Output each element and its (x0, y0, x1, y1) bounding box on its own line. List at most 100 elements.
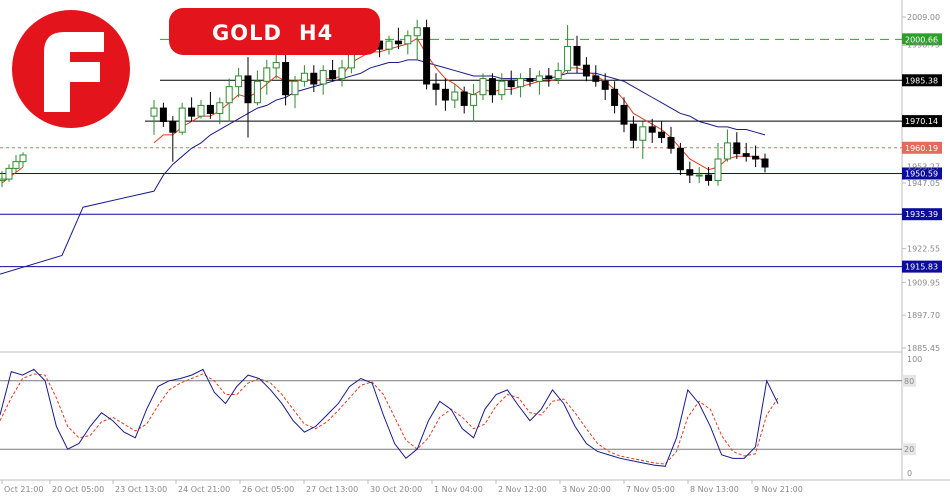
logo-letter-f (44, 32, 104, 112)
candle (733, 132, 741, 159)
candle-body (404, 35, 412, 45)
level-tag-1960.19 (902, 141, 942, 154)
candle (517, 73, 525, 98)
candle (12, 154, 20, 173)
date-tick-label: 8 Nov 13:00 (690, 485, 739, 494)
candle (705, 167, 713, 186)
candle (554, 62, 562, 84)
candle-body (441, 88, 449, 101)
candle (188, 97, 196, 122)
candle-body (263, 67, 271, 82)
candle-body (517, 78, 525, 88)
candle (564, 25, 572, 74)
candle-body (695, 174, 703, 177)
candle (648, 118, 656, 143)
candle-body (197, 104, 205, 117)
candle (592, 65, 600, 87)
stoch-d-line (0, 373, 779, 465)
candle (629, 116, 637, 149)
candle (225, 78, 233, 122)
candle (441, 78, 449, 111)
date-tick-label: 3 Nov 20:00 (562, 485, 611, 494)
price-tick-label: 1885.45 (907, 344, 940, 353)
candle (507, 70, 515, 95)
candle (282, 54, 290, 106)
stoch-level-tag (902, 374, 916, 387)
candle-body (432, 83, 440, 90)
candle (300, 65, 308, 87)
candle (206, 92, 214, 119)
candle (526, 67, 534, 87)
candle-body (169, 120, 177, 133)
slow-ma-line (0, 59, 766, 275)
date-tick-label: Oct 21:00 (4, 485, 43, 494)
candle-body (272, 62, 280, 69)
stoch-level-label: 20 (904, 445, 914, 454)
candle (244, 57, 252, 138)
candle-body (733, 142, 741, 155)
badge-symbol: GOLD (212, 21, 282, 45)
candle-body (470, 94, 478, 106)
level-tag-label: 1970.14 (905, 117, 938, 126)
candle (0, 171, 6, 188)
candle-body (253, 80, 261, 104)
candle (620, 97, 628, 133)
candle-body (385, 40, 393, 50)
candle-body (5, 167, 13, 180)
level-tag-label: 1960.19 (905, 144, 938, 153)
date-tick-label: 1 Nov 04:00 (434, 485, 483, 494)
date-tick-label: 30 Oct 20:00 (370, 485, 422, 494)
candle (460, 86, 468, 114)
candle-body (620, 104, 628, 125)
fast-ema-line (153, 37, 766, 171)
candle-body (723, 142, 731, 160)
candle (658, 121, 666, 143)
candle-body (244, 75, 252, 104)
candle (423, 19, 431, 90)
candle-body (545, 75, 553, 80)
candle-body (573, 45, 581, 66)
candle-body (582, 64, 590, 77)
candle (338, 59, 346, 87)
candle-body (705, 174, 713, 181)
candle-body (639, 126, 647, 141)
price-tick-label: 2009.00 (907, 13, 940, 22)
candle-body (611, 88, 619, 106)
price-tick-label: 1922.55 (907, 245, 940, 254)
candle (488, 73, 496, 103)
level-tag-label: 1985.38 (905, 76, 938, 85)
candle (573, 35, 581, 74)
candle-body (310, 72, 318, 85)
candle-body (488, 78, 496, 96)
price-grid (0, 0, 950, 481)
candle-body (188, 107, 196, 117)
candle (470, 83, 478, 122)
candle-body (498, 80, 506, 96)
level-tag-label: 1915.83 (905, 263, 938, 272)
price-tick-label: 1947.05 (907, 179, 940, 188)
candle-body (648, 126, 656, 133)
candle-body (686, 169, 694, 176)
candle (545, 67, 553, 87)
candle-body (479, 78, 487, 96)
candle-body (601, 80, 609, 90)
badge-background (169, 8, 380, 55)
level-tag-1985.38 (902, 74, 942, 87)
candle (235, 67, 243, 98)
price-tick-label: 1909.95 (907, 278, 940, 287)
candle-body (19, 154, 27, 163)
candle-body (159, 107, 167, 122)
stoch-scale-label: 100 (907, 355, 922, 364)
date-axis: Oct 21:00 20 Oct 05:00 23 Oct 13:00 24 Oct … (1, 480, 803, 494)
price-tick-label: 1897.70 (907, 311, 940, 320)
candle-body (150, 107, 158, 117)
level-tag-label: 2000.66 (905, 35, 938, 44)
level-tag-label: 1935.39 (905, 210, 938, 219)
stoch-scale-label: 0 (907, 469, 912, 478)
candle (169, 116, 177, 162)
level-tag-2000.66 (902, 33, 942, 46)
candle (197, 100, 205, 119)
candle-body (676, 147, 684, 171)
candle (761, 153, 769, 173)
